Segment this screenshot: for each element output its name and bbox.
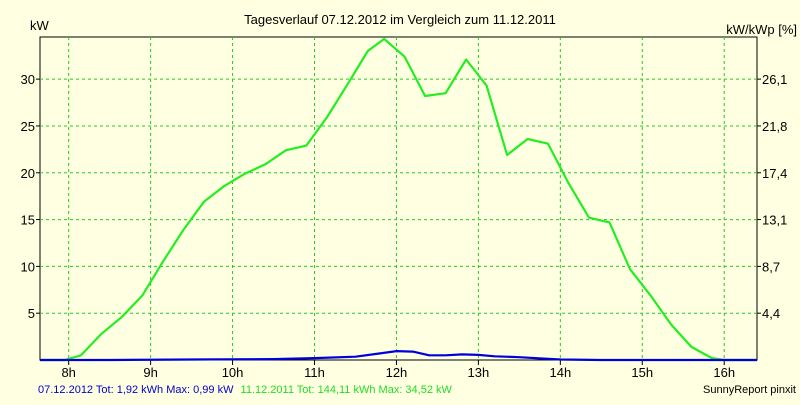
x-tick-label: 15h bbox=[631, 365, 653, 380]
x-tick-label: 11h bbox=[304, 365, 325, 380]
y-tick-label-right: 4,4 bbox=[762, 306, 780, 321]
y-tick-label-right: 13,1 bbox=[762, 213, 787, 228]
y-axis-left-unit: kW bbox=[30, 18, 50, 33]
y-tick-label-right: 8,7 bbox=[762, 259, 780, 274]
footer-legend: 07.12.2012 Tot: 1,92 kWh Max: 0,99 kW 11… bbox=[38, 384, 453, 396]
y-tick-label-right: 21,8 bbox=[762, 119, 787, 134]
y-tick-label-left: 25 bbox=[21, 119, 35, 134]
axis-ticks: 8h 9h 10h 11h 12h 13h 14h 15h 16h 5 10 15 20 25 30 4,4 8… bbox=[21, 72, 788, 380]
x-tick-label: 13h bbox=[468, 365, 490, 380]
brand-label: SunnyReport pinxit bbox=[703, 384, 796, 396]
series-lines bbox=[40, 37, 757, 362]
y-axis-right-unit: kW/kWp [%] bbox=[726, 22, 797, 37]
x-tick-label: 12h bbox=[386, 365, 408, 380]
y-tick-label-left: 20 bbox=[21, 166, 35, 181]
x-tick-label: 8h bbox=[61, 365, 75, 380]
y-tick-label-left: 5 bbox=[28, 306, 35, 321]
legend-entry-2012: 07.12.2012 Tot: 1,92 kWh Max: 0,99 kW bbox=[38, 384, 234, 396]
x-tick-label: 9h bbox=[143, 365, 157, 380]
x-tick-label: 16h bbox=[713, 365, 735, 380]
x-tick-label: 10h bbox=[222, 365, 244, 380]
chart-title: Tagesverlauf 07.12.2012 im Vergleich zum… bbox=[244, 12, 556, 27]
legend-entry-2011: 11.12.2011 Tot: 144,11 kWh Max: 34,52 kW bbox=[241, 384, 453, 396]
x-tick-label: 14h bbox=[549, 365, 571, 380]
y-tick-label-left: 30 bbox=[21, 72, 35, 87]
y-tick-label-right: 17,4 bbox=[762, 166, 787, 181]
plot-area bbox=[39, 36, 758, 361]
y-tick-label-left: 15 bbox=[21, 213, 35, 228]
y-tick-label-right: 26,1 bbox=[762, 72, 787, 87]
y-tick-label-left: 10 bbox=[21, 259, 35, 274]
series-line-11-12-2011 bbox=[40, 37, 757, 362]
series-line-07-12-2012 bbox=[40, 350, 757, 362]
